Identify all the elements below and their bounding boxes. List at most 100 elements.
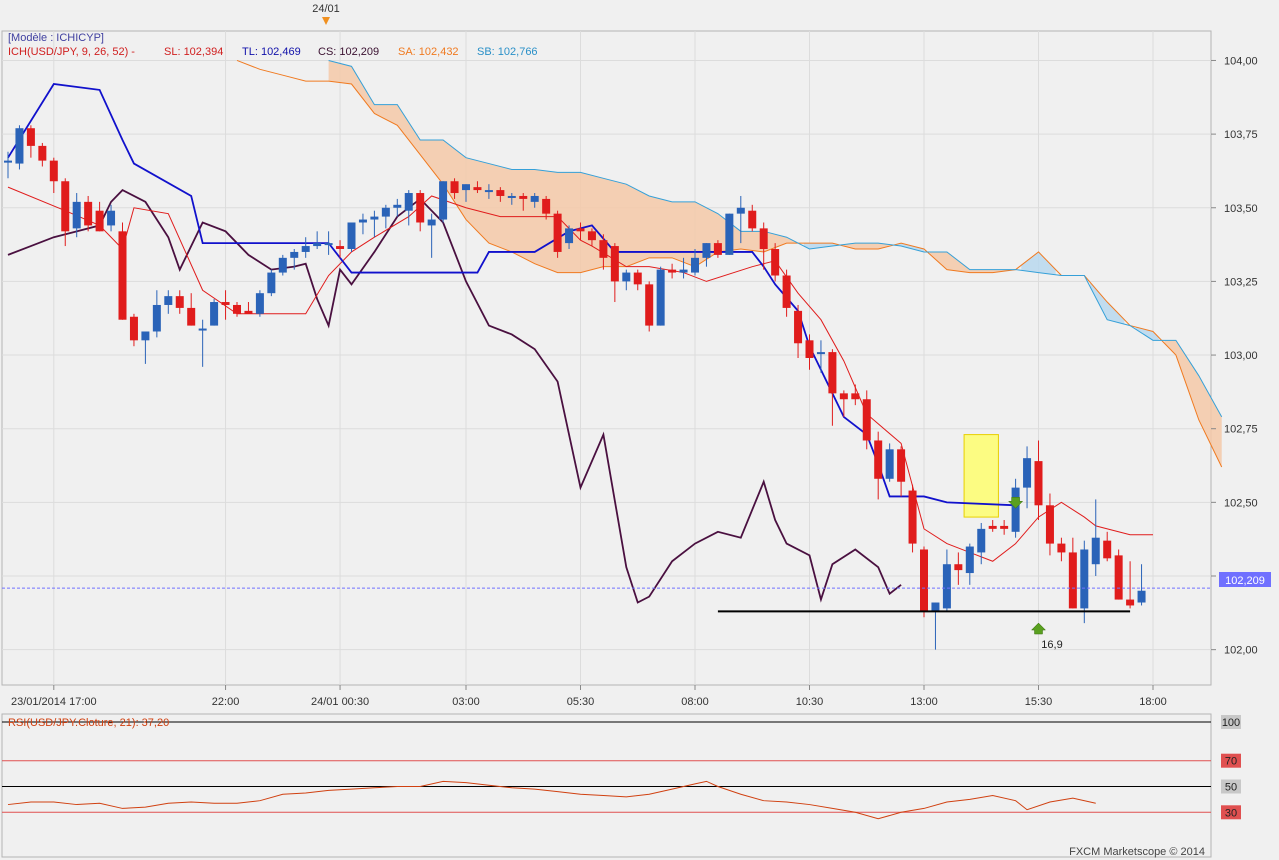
candle-body[interactable] bbox=[233, 304, 241, 314]
candle-body[interactable] bbox=[358, 219, 367, 223]
candle-body[interactable] bbox=[988, 525, 997, 529]
candle-body[interactable] bbox=[725, 213, 734, 255]
candle-body[interactable] bbox=[118, 231, 127, 320]
candle-body[interactable] bbox=[152, 304, 161, 332]
candle-body[interactable] bbox=[1023, 458, 1032, 488]
candle-body[interactable] bbox=[622, 272, 631, 282]
candle-body[interactable] bbox=[759, 228, 768, 249]
candle-body[interactable] bbox=[542, 198, 551, 214]
candle-body[interactable] bbox=[1126, 599, 1135, 606]
candle-body[interactable] bbox=[805, 340, 814, 358]
candle-body[interactable] bbox=[679, 269, 688, 273]
candle-body[interactable] bbox=[324, 243, 333, 246]
candle-body[interactable] bbox=[210, 302, 219, 326]
candle-body[interactable] bbox=[164, 296, 173, 305]
candle-body[interactable] bbox=[336, 246, 345, 249]
candle-body[interactable] bbox=[794, 310, 803, 344]
candle-body[interactable] bbox=[61, 181, 70, 232]
candle-body[interactable] bbox=[519, 195, 528, 199]
candle-body[interactable] bbox=[645, 284, 654, 326]
candle-body[interactable] bbox=[576, 228, 585, 232]
candle-body[interactable] bbox=[72, 201, 81, 229]
candle-body[interactable] bbox=[301, 246, 310, 252]
candle-body[interactable] bbox=[702, 243, 711, 258]
candle-body[interactable] bbox=[267, 272, 276, 294]
candle-body[interactable] bbox=[49, 160, 58, 182]
candle-body[interactable] bbox=[782, 275, 791, 308]
candle-body[interactable] bbox=[1000, 525, 1009, 529]
candle-body[interactable] bbox=[530, 195, 539, 202]
candle-body[interactable] bbox=[587, 231, 596, 241]
candle-body[interactable] bbox=[691, 257, 699, 273]
candles[interactable] bbox=[4, 125, 1146, 650]
candle-body[interactable] bbox=[656, 269, 665, 326]
candle-body[interactable] bbox=[473, 187, 482, 191]
candle-body[interactable] bbox=[427, 219, 436, 226]
candle-body[interactable] bbox=[221, 302, 230, 305]
candle-body[interactable] bbox=[244, 310, 253, 314]
candle-body[interactable] bbox=[15, 128, 24, 164]
candle-body[interactable] bbox=[1080, 549, 1089, 609]
candle-body[interactable] bbox=[599, 240, 608, 258]
candle-body[interactable] bbox=[38, 145, 47, 161]
candle-body[interactable] bbox=[908, 490, 917, 544]
candle-body[interactable] bbox=[942, 564, 951, 609]
candle-body[interactable] bbox=[1045, 505, 1054, 544]
candle-body[interactable] bbox=[141, 331, 150, 341]
candle-body[interactable] bbox=[450, 181, 459, 194]
candle-body[interactable] bbox=[393, 204, 402, 208]
candle-body[interactable] bbox=[977, 528, 986, 553]
candle-body[interactable] bbox=[771, 249, 780, 276]
candle-body[interactable] bbox=[290, 251, 299, 258]
top-marker-triangle[interactable] bbox=[322, 17, 330, 25]
candle-body[interactable] bbox=[965, 546, 974, 574]
candle-body[interactable] bbox=[347, 222, 356, 249]
candle-body[interactable] bbox=[931, 602, 940, 612]
sell-signal-arrow-icon[interactable] bbox=[1007, 497, 1024, 509]
price-axis[interactable]: 104,00 103,75 103,50 103,25 103,00 102,75 102,… bbox=[1211, 55, 1258, 657]
rsi-plot-area[interactable] bbox=[1, 713, 1212, 858]
candle-body[interactable] bbox=[1011, 487, 1020, 532]
main-plot-area[interactable] bbox=[1, 30, 1212, 686]
candle-body[interactable] bbox=[84, 201, 93, 226]
candle-body[interactable] bbox=[416, 193, 425, 223]
candle-body[interactable] bbox=[1103, 540, 1112, 559]
candle-body[interactable] bbox=[175, 296, 184, 308]
candle-body[interactable] bbox=[255, 293, 264, 314]
candle-body[interactable] bbox=[885, 449, 894, 479]
candle-body[interactable] bbox=[129, 316, 138, 341]
candle-body[interactable] bbox=[507, 195, 516, 198]
candle-body[interactable] bbox=[553, 213, 562, 252]
buy-signal-arrow-icon[interactable] bbox=[1030, 622, 1047, 635]
candle-body[interactable] bbox=[484, 190, 493, 193]
candle-body[interactable] bbox=[198, 328, 207, 331]
candle-body[interactable] bbox=[736, 207, 745, 214]
candle-body[interactable] bbox=[668, 269, 677, 273]
candle-body[interactable] bbox=[633, 272, 642, 285]
candle-body[interactable] bbox=[748, 210, 757, 229]
candle-body[interactable] bbox=[828, 352, 837, 394]
candle-body[interactable] bbox=[1091, 537, 1100, 565]
candle-body[interactable] bbox=[954, 564, 963, 571]
candle-body[interactable] bbox=[278, 257, 287, 273]
candle-body[interactable] bbox=[862, 399, 871, 441]
candle-body[interactable] bbox=[95, 210, 104, 232]
candle-body[interactable] bbox=[107, 210, 116, 226]
candle-body[interactable] bbox=[839, 393, 848, 400]
candle-body[interactable] bbox=[404, 193, 413, 211]
candle-body[interactable] bbox=[496, 190, 505, 196]
candle-body[interactable] bbox=[851, 393, 860, 400]
candle-body[interactable] bbox=[897, 449, 906, 482]
candle-body[interactable] bbox=[816, 352, 825, 355]
candle-body[interactable] bbox=[610, 246, 619, 282]
candle-body[interactable] bbox=[1068, 552, 1077, 609]
candle-body[interactable] bbox=[313, 243, 322, 247]
candle-body[interactable] bbox=[713, 243, 722, 255]
candle-body[interactable] bbox=[370, 216, 379, 220]
time-axis[interactable]: 23/01/2014 17:00 22:00 24/01 00:30 03:00 05:… bbox=[11, 685, 1167, 708]
candle-body[interactable] bbox=[1137, 590, 1146, 603]
candle-body[interactable] bbox=[920, 549, 928, 612]
candle-body[interactable] bbox=[1034, 461, 1043, 506]
candle-body[interactable] bbox=[874, 440, 883, 479]
candle-body[interactable] bbox=[26, 128, 35, 146]
